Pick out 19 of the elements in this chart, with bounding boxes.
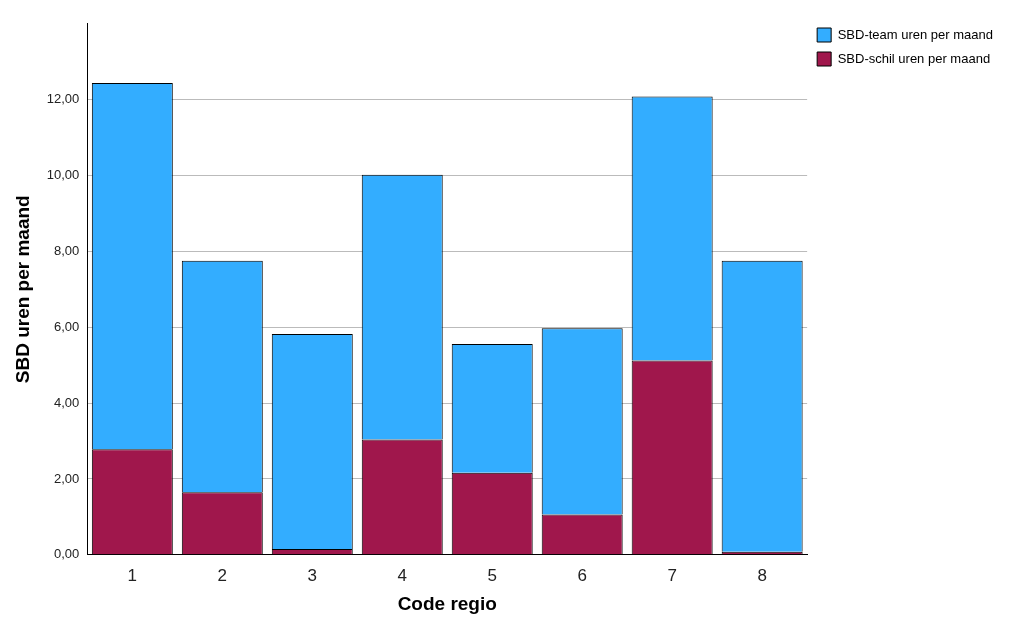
x-tick-label: 7 bbox=[667, 565, 677, 585]
y-tick-label: 0,00 bbox=[54, 546, 80, 562]
x-tick-label: 6 bbox=[577, 565, 587, 585]
legend-label: SBD-schil uren per maand bbox=[837, 50, 991, 66]
y-tick-label: 4,00 bbox=[54, 394, 80, 410]
y-tick-label: 8,00 bbox=[54, 242, 80, 258]
y-axis-title: SBD uren per maand bbox=[11, 195, 33, 384]
x-axis-title: Code regio bbox=[397, 592, 497, 614]
x-tick-label: 8 bbox=[757, 565, 767, 585]
y-tick-label: 6,00 bbox=[54, 318, 80, 334]
x-tick-label: 3 bbox=[307, 565, 318, 585]
x-tick-label: 5 bbox=[487, 565, 497, 585]
y-tick-label: 2,00 bbox=[54, 470, 80, 486]
y-tick-label: 10,00 bbox=[46, 167, 80, 183]
x-tick-label: 2 bbox=[217, 565, 228, 585]
x-tick-label: 4 bbox=[397, 565, 407, 585]
y-tick-label: 12,00 bbox=[46, 91, 80, 107]
x-tick-label: 1 bbox=[127, 565, 138, 585]
legend-label: SBD-team uren per maand bbox=[837, 26, 994, 42]
